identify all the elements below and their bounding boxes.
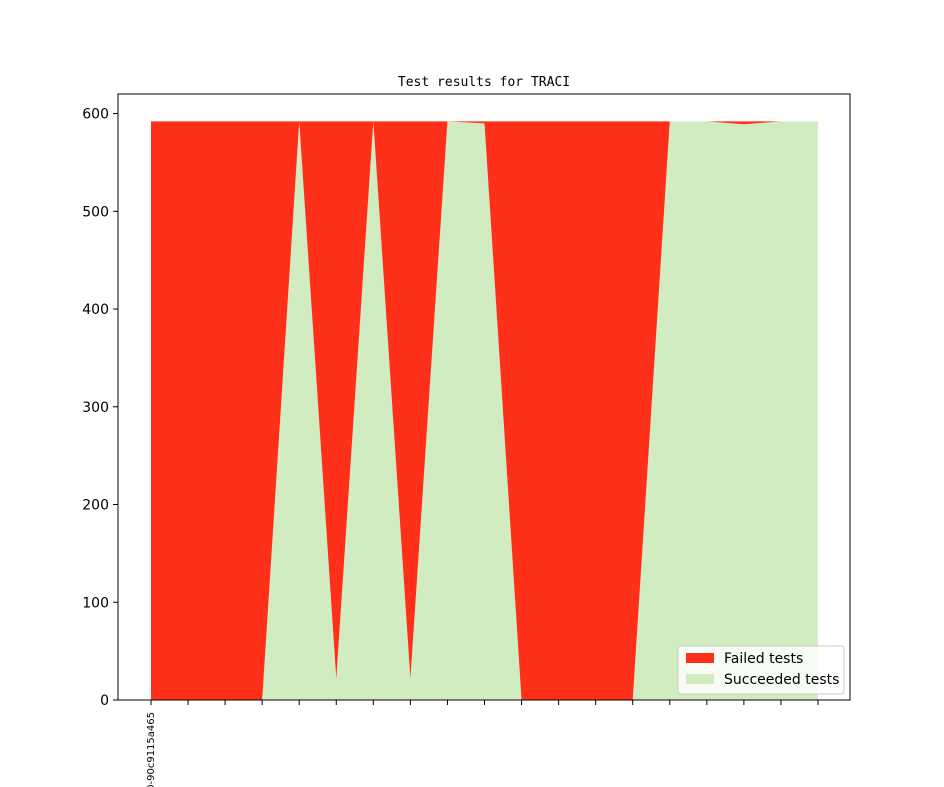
legend-label-failed-tests: Failed tests — [724, 651, 803, 667]
y-tick-label: 100 — [82, 595, 109, 611]
y-axis: 0 100 200 300 400 500 600 — [82, 107, 118, 709]
chart-title: Test results for TRACI — [398, 75, 570, 90]
y-tick-label: 500 — [82, 204, 109, 220]
legend-swatch-succeeded-tests — [686, 674, 714, 684]
y-tick-label: 400 — [82, 302, 109, 318]
legend-swatch-failed-tests — [686, 653, 714, 663]
legend-label-succeeded-tests: Succeeded tests — [724, 672, 839, 688]
x-tick-label: 0-90c9115a465 — [146, 712, 157, 787]
legend: Failed tests Succeeded tests — [677, 645, 845, 695]
x-axis: 0-90c9115a465 — [146, 700, 819, 787]
legend-box — [677, 645, 845, 695]
y-tick-label: 0 — [100, 693, 109, 709]
area-failed-tests — [151, 121, 818, 701]
plot-areas — [151, 121, 818, 701]
area-succeeded-tests — [151, 121, 818, 701]
y-tick-label: 200 — [82, 498, 109, 514]
y-tick-label: 600 — [82, 107, 109, 123]
y-tick-label: 300 — [82, 400, 109, 416]
